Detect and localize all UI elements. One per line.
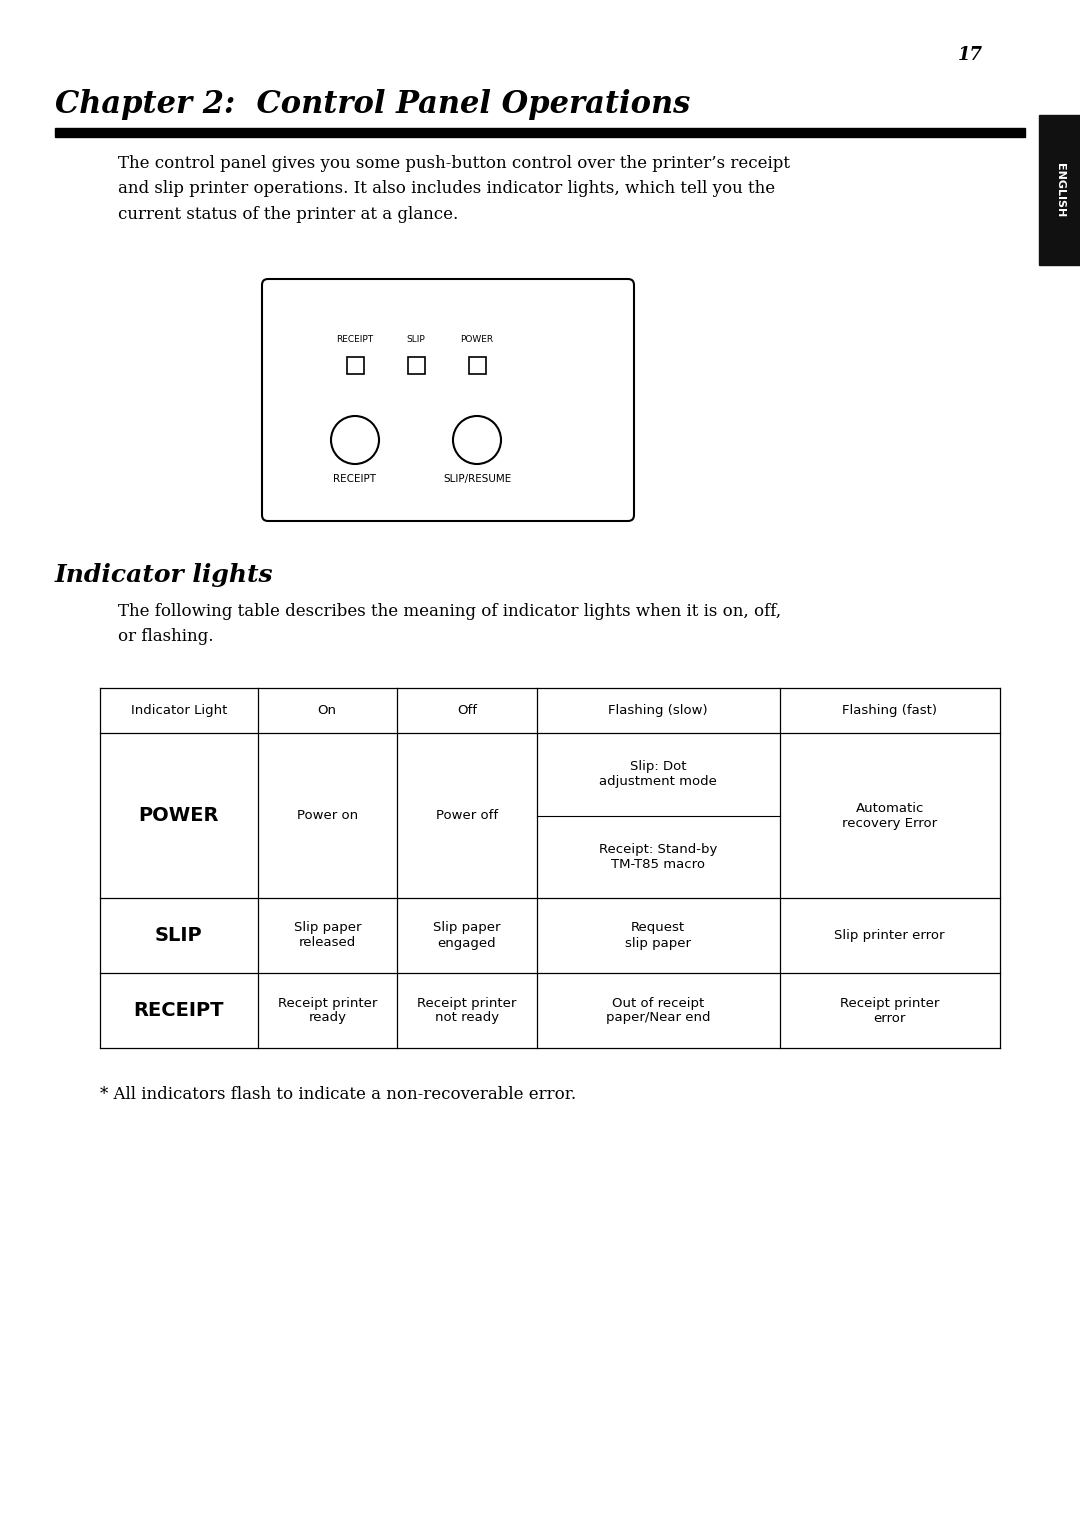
Text: Off: Off [457, 703, 476, 717]
Bar [347, 356, 364, 375]
Text: POWER: POWER [138, 806, 219, 826]
Text: Receipt printer
ready: Receipt printer ready [278, 997, 377, 1024]
Text: Power on: Power on [297, 809, 357, 823]
Text: Power off: Power off [435, 809, 498, 823]
Text: SLIP: SLIP [407, 335, 426, 344]
Text: Receipt printer
not ready: Receipt printer not ready [417, 997, 516, 1024]
Text: SLIP: SLIP [154, 927, 203, 945]
Text: Slip paper
released: Slip paper released [294, 922, 361, 950]
Text: RECEIPT: RECEIPT [334, 474, 377, 485]
Bar [55, 128, 1025, 138]
Text: Automatic
recovery Error: Automatic recovery Error [842, 801, 937, 830]
Bar [469, 356, 486, 375]
Text: Flashing (slow): Flashing (slow) [608, 703, 707, 717]
Text: Out of receipt
paper/Near end: Out of receipt paper/Near end [606, 997, 711, 1024]
Text: Indicator lights: Indicator lights [55, 563, 273, 587]
Text: On: On [318, 703, 337, 717]
Text: * All indicators flash to indicate a non-recoverable error.: * All indicators flash to indicate a non… [100, 1086, 576, 1102]
Text: RECEIPT: RECEIPT [337, 335, 374, 344]
Circle shape [330, 416, 379, 463]
Text: Slip: Dot
adjustment mode: Slip: Dot adjustment mode [599, 760, 717, 789]
Text: Chapter 2:  Control Panel Operations: Chapter 2: Control Panel Operations [55, 90, 690, 121]
Bar [407, 356, 424, 375]
Text: Slip printer error: Slip printer error [835, 930, 945, 942]
Text: RECEIPT: RECEIPT [134, 1001, 224, 1020]
Text: ENGLISH: ENGLISH [1054, 164, 1065, 217]
Text: The control panel gives you some push-button control over the printer’s receipt
: The control panel gives you some push-bu… [118, 154, 789, 223]
Text: Slip paper
engaged: Slip paper engaged [433, 922, 500, 950]
Text: Indicator Light: Indicator Light [131, 703, 227, 717]
Text: Flashing (fast): Flashing (fast) [842, 703, 937, 717]
FancyBboxPatch shape [262, 278, 634, 521]
Text: SLIP/RESUME: SLIP/RESUME [443, 474, 511, 485]
Text: Receipt printer
error: Receipt printer error [840, 997, 940, 1024]
Text: Receipt: Stand-by
TM-T85 macro: Receipt: Stand-by TM-T85 macro [598, 842, 717, 870]
Bar [100, 688, 1000, 1047]
Circle shape [453, 416, 501, 463]
Text: 17: 17 [958, 46, 983, 64]
Bar [1039, 115, 1080, 265]
Text: Request
slip paper: Request slip paper [625, 922, 691, 950]
Text: POWER: POWER [460, 335, 494, 344]
Text: The following table describes the meaning of indicator lights when it is on, off: The following table describes the meanin… [118, 602, 781, 645]
